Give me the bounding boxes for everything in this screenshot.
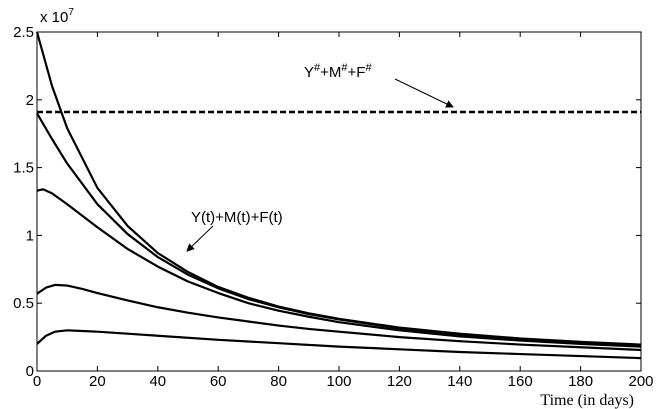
series-line-5 — [36, 329, 642, 360]
x-tick-label: 100 — [326, 373, 351, 390]
x-tick-label: 60 — [210, 373, 227, 390]
x-tick-label: 120 — [387, 373, 412, 390]
y-tick-label: 0.5 — [13, 295, 34, 312]
axes: 0 20 40 60 80 100 120 140 160 180 200 0 0.5 1 1.5 2 2.5 — [13, 24, 653, 390]
x-tick-label: 160 — [508, 373, 533, 390]
y-axis-multiplier: x 107 — [40, 7, 74, 26]
series-line-4 — [36, 283, 642, 352]
trajectories-arrow — [186, 225, 214, 252]
x-tick-label: 180 — [568, 373, 593, 390]
x-tick-label: 40 — [149, 373, 166, 390]
x-axis-label: Time (in days) — [540, 392, 634, 409]
y-tick-label: 1 — [26, 227, 34, 244]
series-line-3 — [36, 188, 642, 348]
y-tick-label: 2.5 — [13, 24, 34, 41]
x-tick-label: 20 — [89, 373, 106, 390]
y-tick-label: 0 — [26, 363, 34, 380]
y-tick-label: 2 — [26, 92, 34, 109]
trajectories-label: Y(t)+M(t)+F(t) — [191, 209, 283, 226]
x-tick-label: 200 — [628, 373, 653, 390]
equilibrium-label: Y#+M#+F# — [304, 62, 372, 81]
x-tick-label: 140 — [447, 373, 472, 390]
x-tick-label: 0 — [33, 373, 41, 390]
equilibrium-arrow — [394, 78, 454, 108]
x-tick-label: 80 — [270, 373, 287, 390]
plot-area — [35, 31, 642, 360]
y-tick-label: 1.5 — [13, 160, 34, 177]
series-line-2 — [36, 112, 642, 347]
